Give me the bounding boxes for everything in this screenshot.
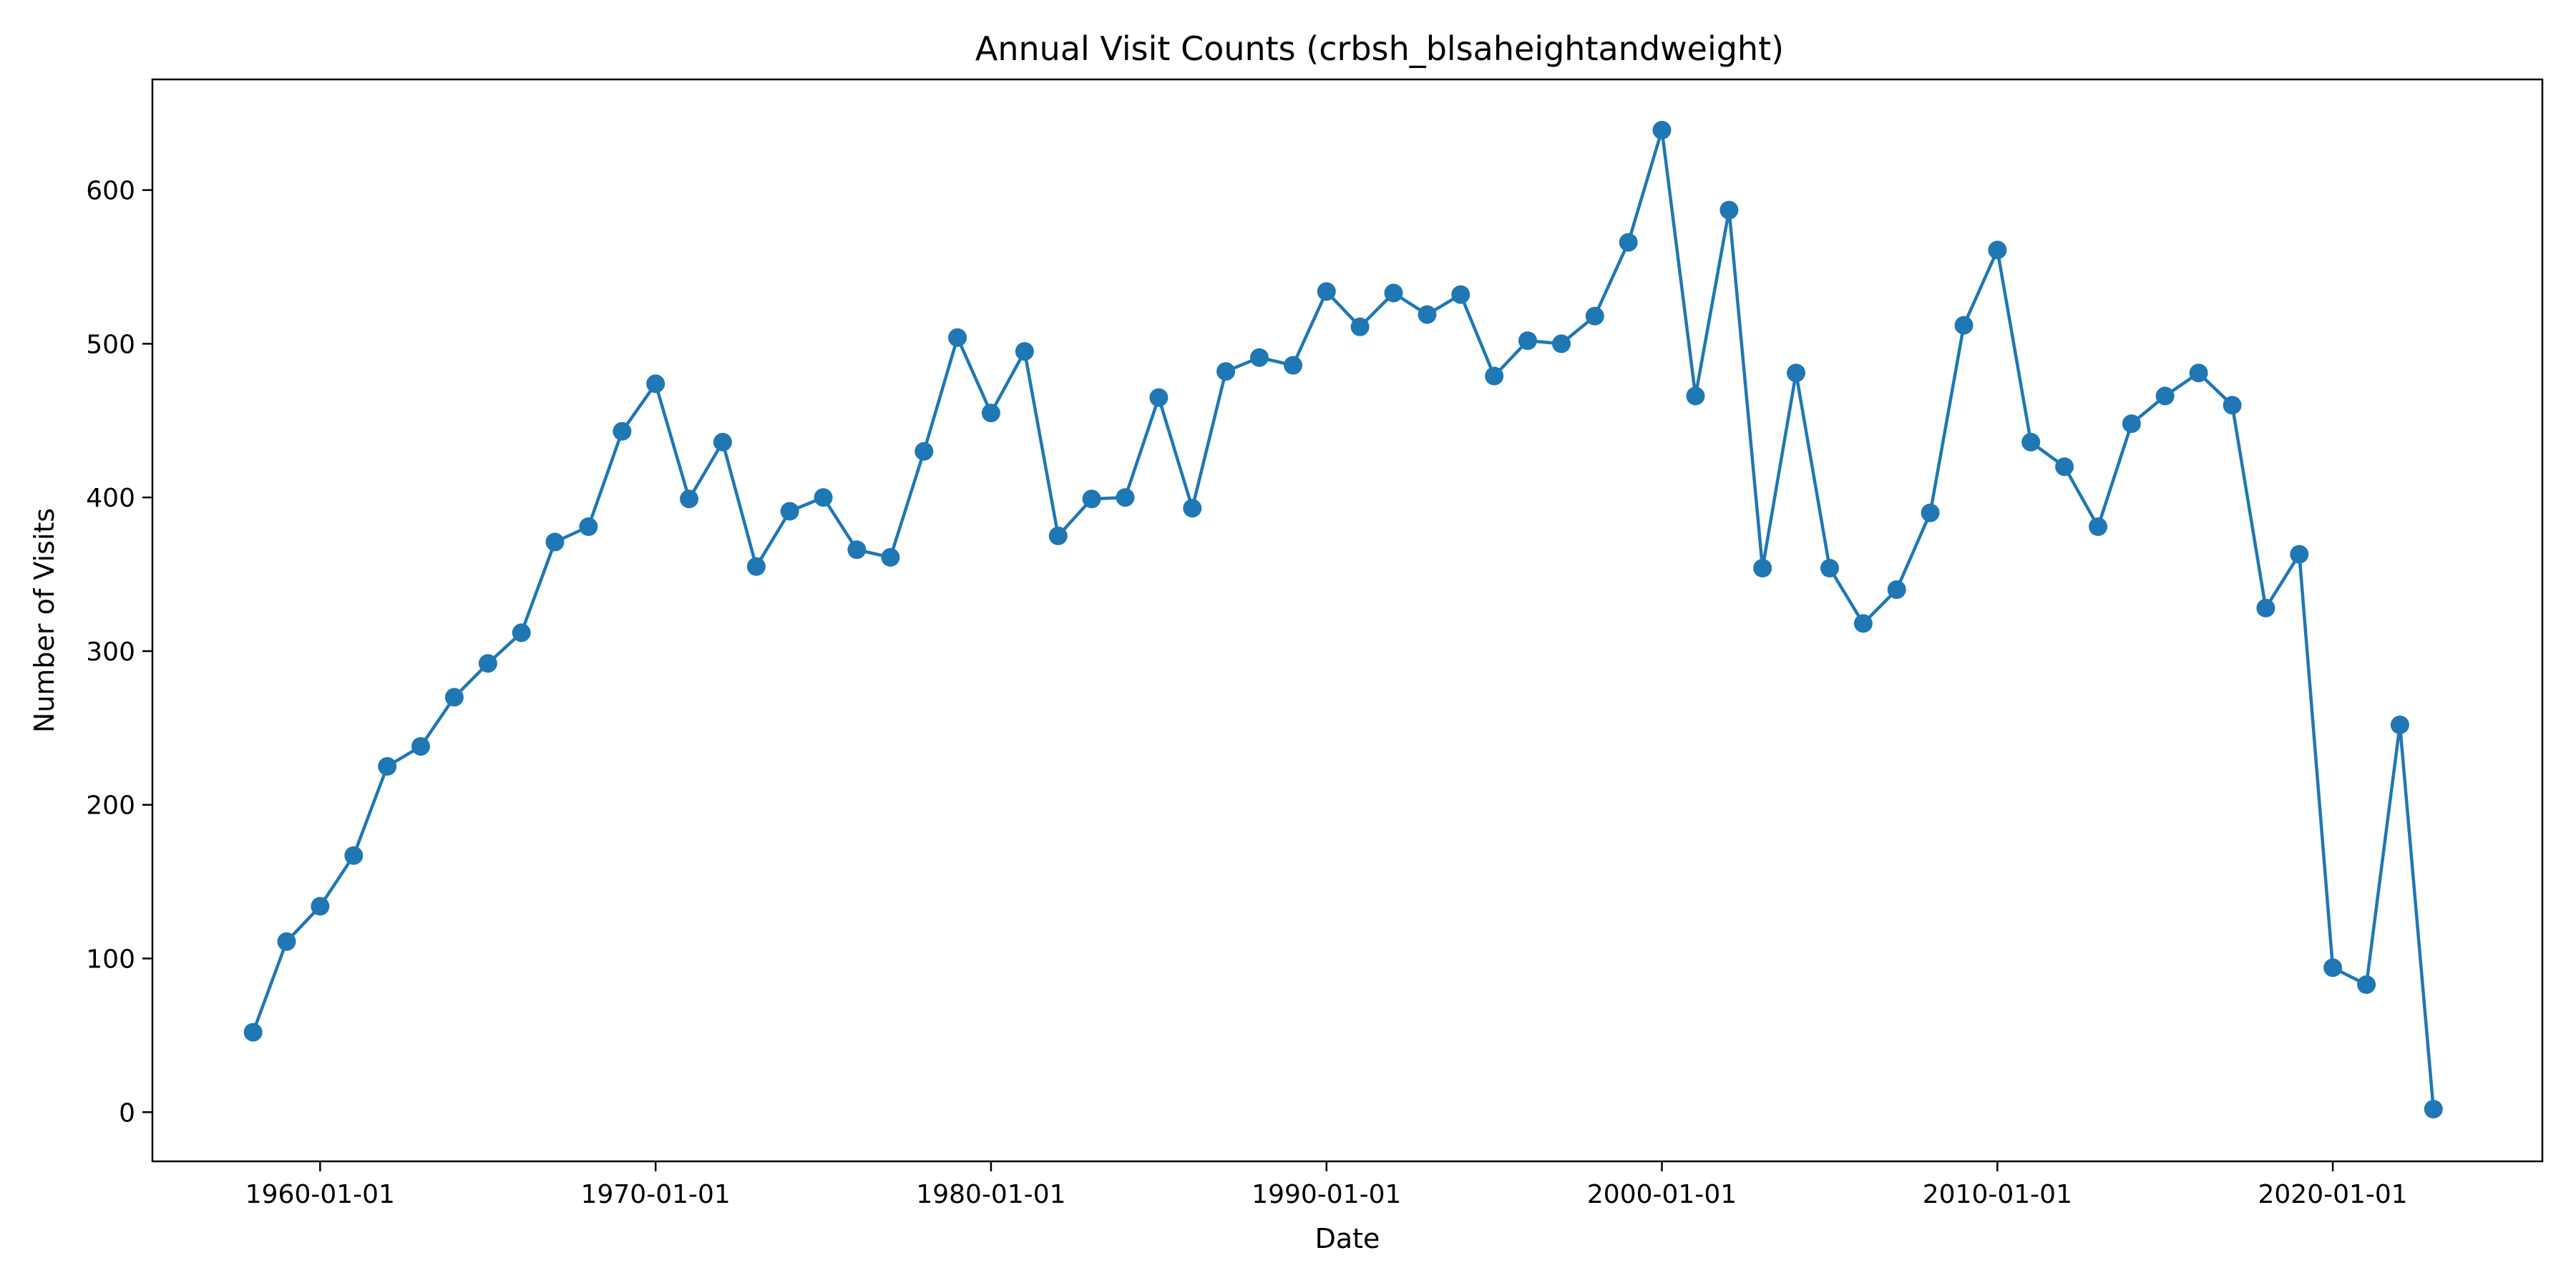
data-point <box>847 540 867 560</box>
data-point <box>1418 305 1437 324</box>
data-point <box>512 623 531 643</box>
y-tick-label: 0 <box>119 1098 135 1128</box>
data-point <box>1719 200 1739 220</box>
data-point <box>2290 545 2309 564</box>
data-point <box>478 654 497 673</box>
data-point <box>1552 334 1571 353</box>
x-tick-label: 1980-01-01 <box>916 1180 1065 1209</box>
data-point <box>1216 362 1236 381</box>
data-point <box>378 757 397 776</box>
data-point <box>1753 559 1772 577</box>
data-point <box>814 488 833 507</box>
data-point <box>444 688 464 707</box>
data-point <box>1921 503 1940 522</box>
plot-area <box>151 78 2544 1163</box>
data-point <box>1116 488 1135 507</box>
x-axis: 1960-01-01 1970-01-01 1980-01-01 1990-01-01… <box>245 1161 2408 1209</box>
x-tick-label: 2000-01-01 <box>1587 1180 1737 1209</box>
data-point <box>1686 386 1705 406</box>
data-point <box>1250 348 1269 367</box>
data-point <box>1284 356 1302 375</box>
data-point <box>1887 580 1906 599</box>
data-point <box>1652 120 1672 140</box>
data-point <box>344 846 364 865</box>
x-tick-label: 2020-01-01 <box>2258 1180 2408 1209</box>
data-point <box>1015 342 1034 361</box>
data-point <box>2089 517 2108 536</box>
data-point <box>1954 316 1974 335</box>
data-point <box>1853 614 1873 633</box>
x-tick-label: 1960-01-01 <box>245 1180 395 1209</box>
y-tick-label: 100 <box>86 945 135 975</box>
data-point <box>2223 396 2242 415</box>
data-point <box>981 404 1000 423</box>
chart-title: Annual Visit Counts (crbsh_blsaheightand… <box>975 29 1784 68</box>
data-point <box>545 532 565 552</box>
data-point <box>713 432 732 452</box>
plot-frame <box>151 78 2544 1163</box>
data-point <box>1048 526 1068 545</box>
data-point <box>646 374 665 394</box>
data-point <box>579 517 598 536</box>
data-point <box>1183 499 1202 518</box>
data-point <box>2357 975 2376 994</box>
data-point <box>1820 559 1839 577</box>
data-point <box>914 441 934 461</box>
data-point <box>680 489 699 509</box>
data-point <box>881 547 900 567</box>
data-point <box>1787 364 1805 383</box>
data-point <box>1149 388 1169 407</box>
data-point <box>613 421 632 441</box>
y-tick-label: 500 <box>86 330 135 359</box>
data-point <box>2021 432 2041 452</box>
x-tick-label: 1990-01-01 <box>1252 1180 1401 1209</box>
data-point <box>243 1023 263 1042</box>
series-line <box>251 128 2436 1110</box>
data-point <box>411 737 430 756</box>
y-axis-label: Number of Visits <box>29 508 60 733</box>
data-point <box>1317 282 1336 301</box>
data-point <box>780 502 799 521</box>
data-point <box>1451 285 1470 304</box>
x-tick-label: 1970-01-01 <box>581 1180 731 1209</box>
data-point <box>277 932 296 951</box>
data-point <box>1082 489 1101 509</box>
data-point <box>2390 716 2409 734</box>
data-point <box>1485 366 1504 386</box>
data-point <box>746 557 766 576</box>
data-point <box>2122 414 2141 434</box>
data-point <box>2323 958 2343 977</box>
data-point <box>2055 457 2074 477</box>
x-tick-label: 2010-01-01 <box>1923 1180 2072 1209</box>
y-tick-label: 600 <box>86 177 135 206</box>
data-point <box>2424 1100 2443 1118</box>
y-tick-label: 400 <box>86 484 135 513</box>
data-point <box>1384 283 1403 303</box>
x-axis-label: Date <box>1315 1223 1380 1254</box>
data-point <box>1518 331 1537 351</box>
y-axis: 0 100 200 300 400 500 600 <box>86 177 152 1128</box>
data-point <box>311 897 330 916</box>
data-point <box>2256 598 2275 618</box>
series-group <box>243 120 2443 1118</box>
y-tick-label: 300 <box>86 638 135 667</box>
data-point <box>2189 364 2208 383</box>
data-point <box>1585 306 1604 326</box>
y-tick-label: 200 <box>86 791 135 821</box>
data-point <box>948 328 967 347</box>
data-point <box>1350 317 1370 336</box>
data-point <box>1619 233 1638 252</box>
data-point <box>2155 386 2175 406</box>
data-point <box>1988 240 2007 260</box>
